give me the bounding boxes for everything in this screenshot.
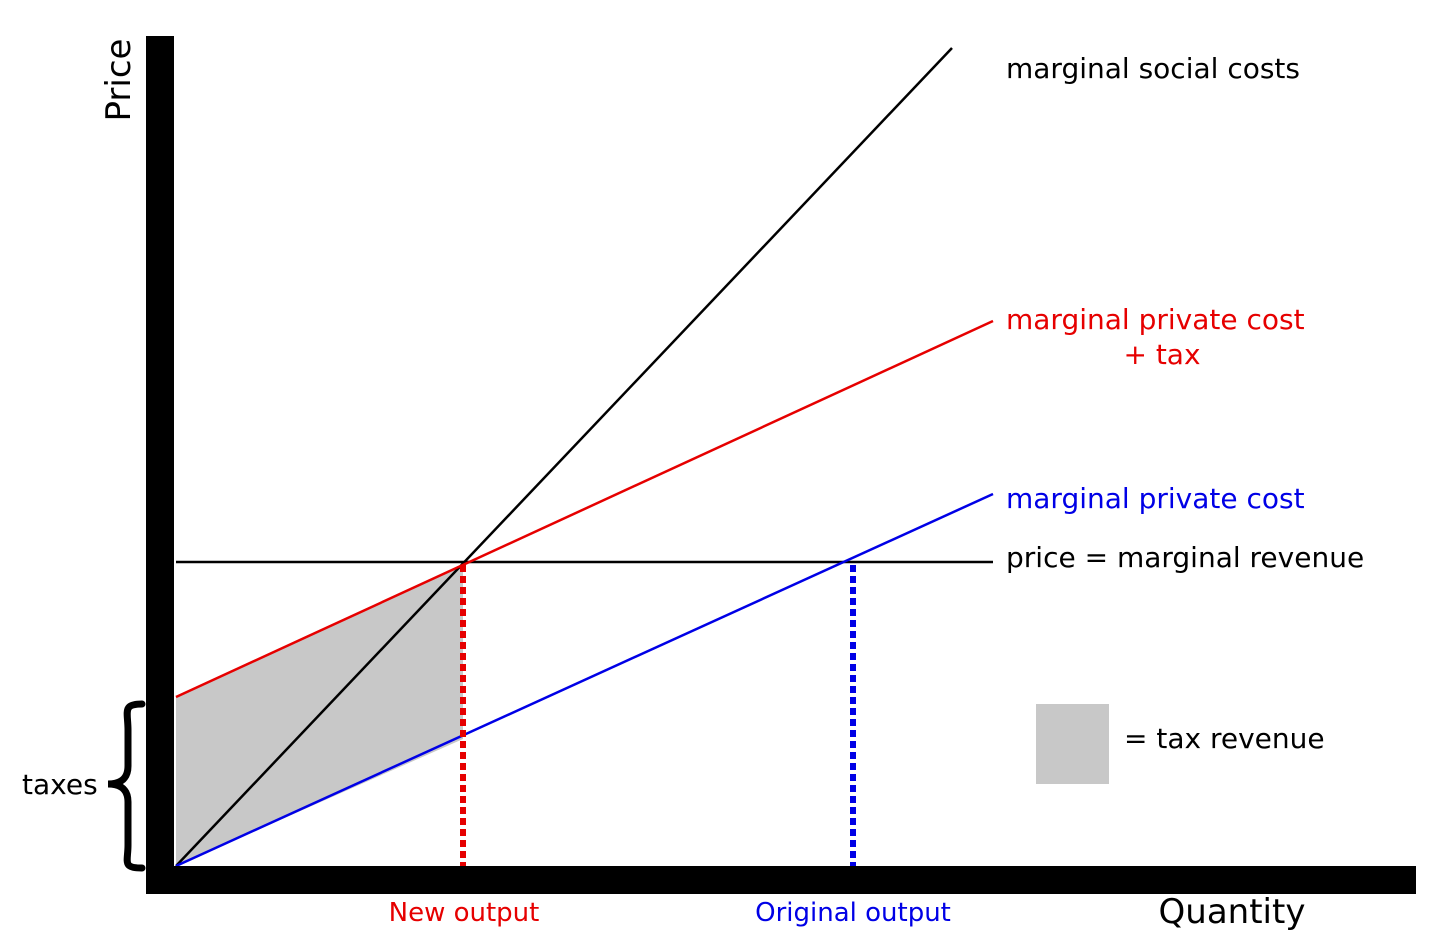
original-output-label: Original output [755, 898, 951, 928]
new-output-label: New output [389, 898, 540, 928]
x-axis [146, 866, 1416, 894]
mpc-label: marginal private cost [1006, 482, 1305, 515]
y-axis [146, 36, 174, 894]
mpc-tax-line [175, 319, 994, 699]
legend-swatch [1036, 704, 1109, 784]
msc-line [175, 47, 953, 867]
mpc-tax-label-line2: + tax [1123, 338, 1200, 371]
legend-label: = tax revenue [1124, 722, 1325, 755]
mpc-tax-label-line1: marginal private cost [1006, 303, 1305, 336]
taxes-brace [107, 700, 146, 872]
x-axis-label: Quantity [1159, 892, 1306, 932]
msc-label: marginal social costs [1006, 52, 1300, 85]
mpc-line [175, 492, 994, 868]
y-axis-label: Price [99, 39, 139, 122]
taxes-label: taxes [22, 768, 98, 801]
price-label: price = marginal revenue [1006, 541, 1364, 574]
